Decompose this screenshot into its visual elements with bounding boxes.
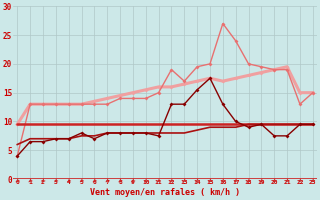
X-axis label: Vent moyen/en rafales ( km/h ): Vent moyen/en rafales ( km/h ) bbox=[90, 188, 240, 197]
